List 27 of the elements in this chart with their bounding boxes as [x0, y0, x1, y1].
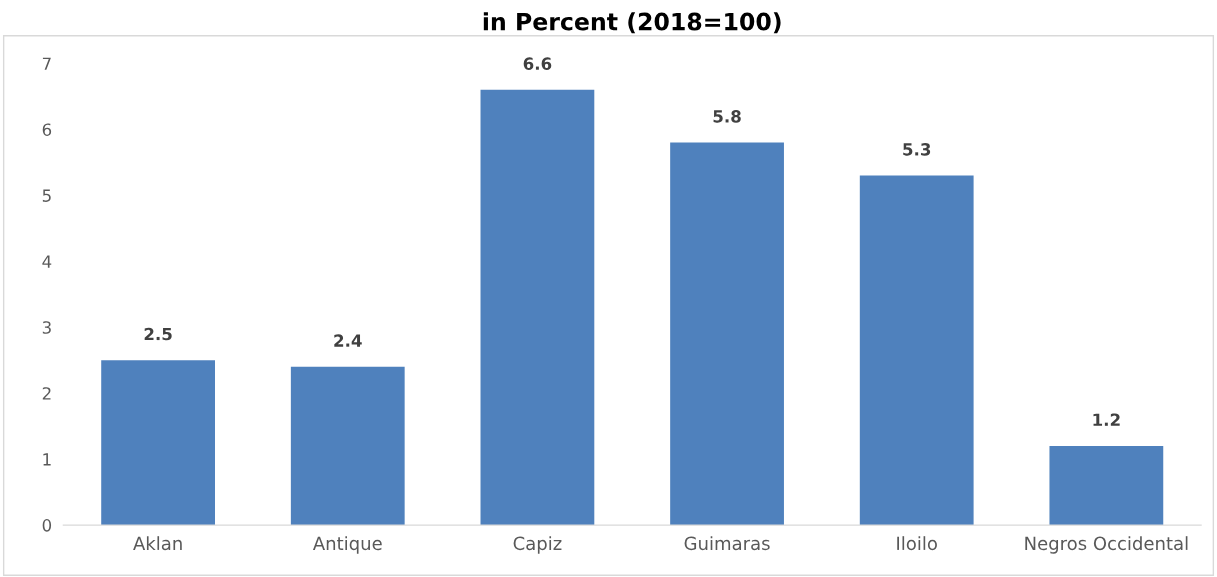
data-label: 6.6 — [523, 57, 552, 70]
bar — [670, 142, 784, 526]
bar — [859, 175, 974, 526]
x-tick-label: Aklan — [133, 536, 182, 551]
y-tick-label: 4 — [42, 255, 52, 268]
x-tick-label: Negros Occidental — [1025, 536, 1188, 554]
data-label: 5.8 — [713, 110, 741, 123]
x-tick-label: Capiz — [513, 536, 562, 554]
y-tick-label: 2 — [42, 387, 51, 400]
x-tick-label: Guimaras — [684, 536, 770, 551]
x-tick-label: Antique — [312, 536, 382, 554]
data-label: 5.3 — [903, 143, 931, 156]
data-label: 1.2 — [1093, 413, 1120, 426]
data-label: 2.4 — [334, 334, 362, 347]
x-tick-label: Iloilo — [897, 536, 937, 551]
y-tick-label: 3 — [42, 321, 51, 334]
data-label: 2.5 — [144, 327, 172, 341]
y-tick-label: 7 — [42, 57, 51, 70]
y-tick-label: 6 — [42, 123, 52, 136]
y-tick-label: 5 — [42, 189, 51, 202]
chart-title: in Percent (2018=100) — [483, 12, 781, 34]
y-tick-label: 0 — [42, 519, 52, 532]
bar — [1049, 445, 1164, 526]
bar — [290, 366, 405, 526]
bar — [101, 360, 215, 526]
bar — [480, 89, 595, 526]
y-tick-label: 1 — [43, 453, 51, 466]
